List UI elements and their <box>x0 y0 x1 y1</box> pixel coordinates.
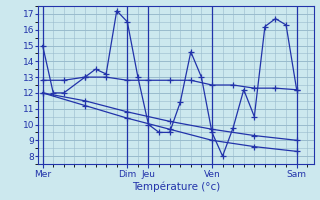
X-axis label: Température (°c): Température (°c) <box>132 181 220 192</box>
